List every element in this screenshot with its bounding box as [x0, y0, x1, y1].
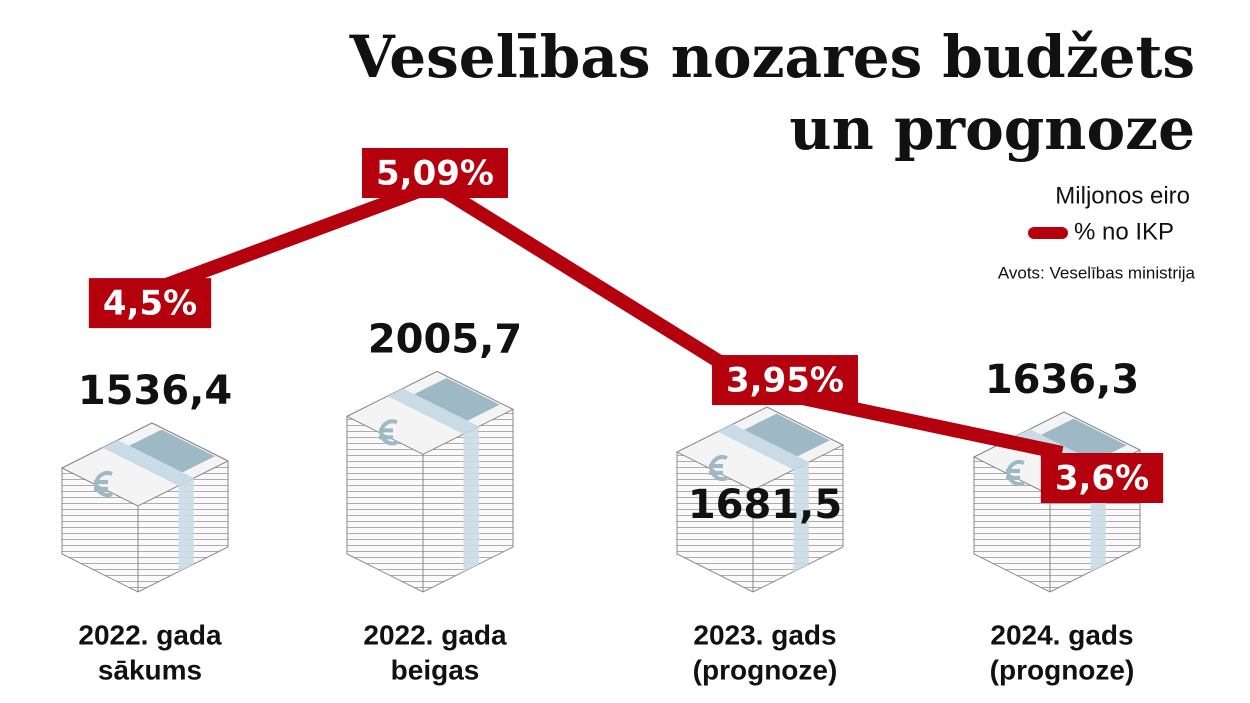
- euro-sign: [709, 455, 728, 482]
- category-label: sākums: [98, 654, 202, 685]
- euro-sign: [379, 419, 398, 446]
- category-label: 2024. gads: [990, 619, 1133, 650]
- pct-bg: [88, 278, 212, 329]
- amount-label: 1636,3: [985, 357, 1139, 403]
- category-label: 2023. gads: [693, 619, 836, 650]
- pct-box: 5,09%: [362, 148, 508, 198]
- note-face: [129, 429, 215, 473]
- chart-title: un prognoze: [789, 95, 1195, 163]
- euro-sign: [1006, 460, 1025, 486]
- pct-box: 3,6%: [1040, 453, 1164, 503]
- pct-bg: [362, 148, 508, 198]
- pct-label: 3,95%: [726, 361, 844, 401]
- band-top: [102, 440, 194, 486]
- pct-bg: [1040, 453, 1164, 503]
- band-top: [387, 388, 479, 435]
- band-top: [717, 424, 809, 470]
- band-side: [178, 478, 194, 572]
- source: Avots: Veselības ministrija: [998, 263, 1196, 282]
- band-side: [793, 462, 809, 572]
- pct-bg: [712, 355, 858, 406]
- unit-label: Miljonos eiro: [1055, 182, 1190, 209]
- category-label: beigas: [391, 654, 480, 685]
- legend-label: % no IKP: [1074, 218, 1174, 245]
- note-face: [744, 413, 830, 457]
- pct-label: 4,5%: [103, 284, 197, 324]
- pct-label: 3,6%: [1055, 459, 1149, 499]
- euro-sign: [94, 471, 113, 497]
- amount-label: 1536,4: [78, 368, 232, 414]
- band-side: [463, 426, 479, 572]
- amount-label: 1681,5: [688, 482, 842, 528]
- amount-label: 2005,7: [368, 316, 522, 362]
- pct-box: 4,5%: [88, 278, 212, 329]
- gdp-line: [147, 177, 1064, 460]
- pct-box: 3,95%: [712, 355, 858, 406]
- chart-title: Veselības nozares budžets: [349, 23, 1195, 91]
- note-face: [1041, 418, 1127, 462]
- category-label: (prognoze): [693, 654, 838, 685]
- category-label: 2022. gada: [78, 619, 222, 650]
- category-label: 2022. gada: [363, 619, 507, 650]
- category-label: (prognoze): [990, 654, 1135, 685]
- note-face: [414, 377, 500, 421]
- pct-label: 5,09%: [376, 154, 494, 194]
